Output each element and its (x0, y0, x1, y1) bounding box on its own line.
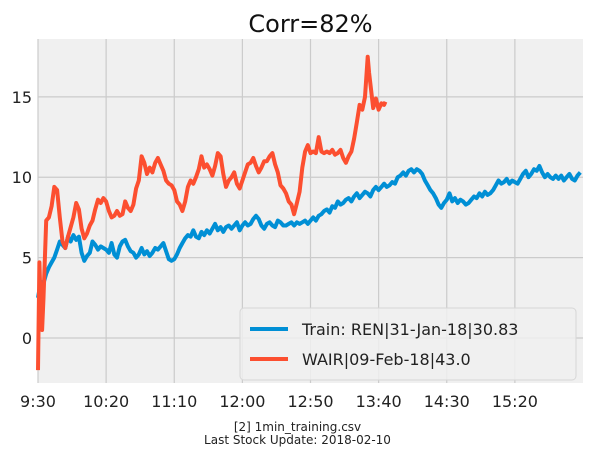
footer-source: [2] 1min_training.csv (233, 420, 362, 434)
series-lines (36, 54, 582, 371)
y-tick-label: 15 (12, 88, 32, 107)
x-tick-label: 12:00 (219, 392, 265, 411)
legend-box (239, 307, 577, 381)
y-tick-label: 0 (22, 329, 32, 348)
y-tick-label: 10 (12, 168, 32, 187)
x-tick-label: 13:40 (356, 392, 402, 411)
y-tick-label: 5 (22, 249, 32, 268)
x-axis-ticks: 9:30 10:20 11:10 12:00 12:50 13:40 14:30 15:20 (20, 392, 538, 411)
series-line-0 (36, 164, 582, 299)
legend: Train: REN|31-Jan-18|30.83 WAIR|09-Feb-18… (239, 307, 577, 381)
footer-update: Last Stock Update: 2018-02-10 (204, 433, 391, 447)
chart-title: Corr=82% (248, 10, 372, 38)
series-line-1 (36, 54, 388, 371)
x-tick-label: 15:20 (492, 392, 538, 411)
legend-label-0: Train: REN|31-Jan-18|30.83 (301, 320, 518, 339)
x-tick-label: 10:20 (83, 392, 129, 411)
x-tick-label: 12:50 (287, 392, 333, 411)
chart-footer: [2] 1min_training.csv Last Stock Update:… (0, 421, 595, 447)
x-tick-label: 9:30 (20, 392, 56, 411)
legend-label-1: WAIR|09-Feb-18|43.0 (302, 350, 471, 369)
x-tick-label: 11:10 (151, 392, 197, 411)
y-axis-ticks: 0 5 10 15 (12, 88, 32, 348)
x-tick-label: 14:30 (424, 392, 470, 411)
